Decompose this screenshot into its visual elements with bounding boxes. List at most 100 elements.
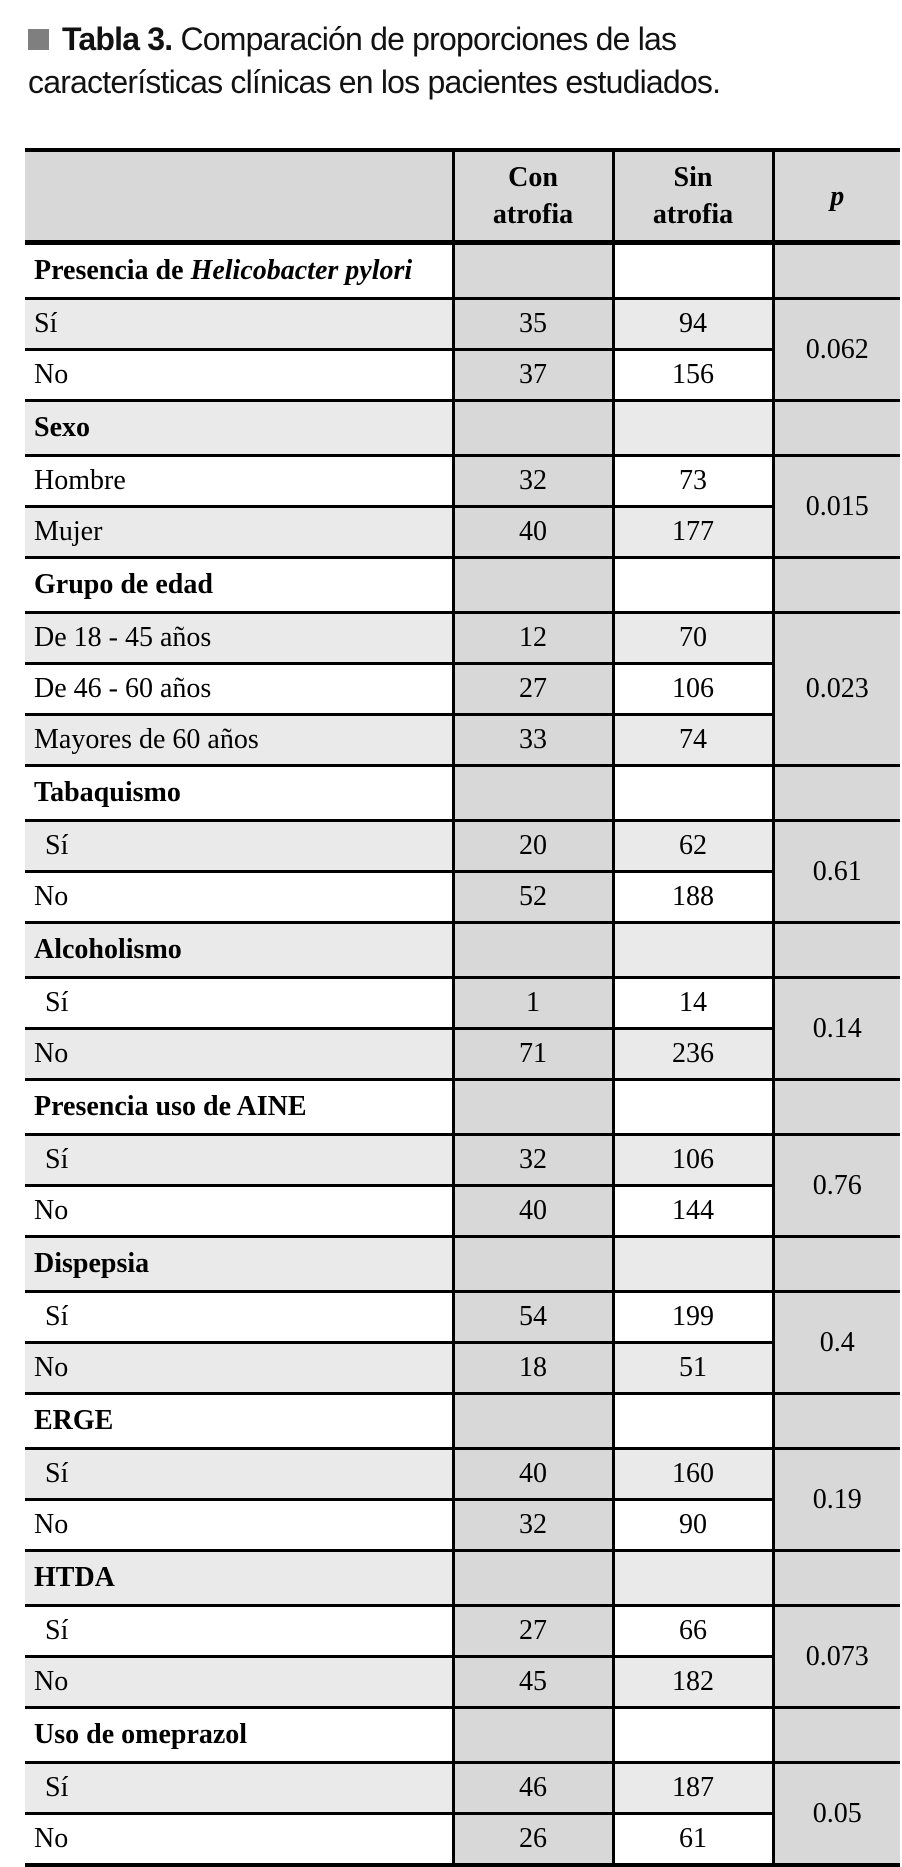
category-label: Dispepsia bbox=[34, 1248, 150, 1279]
sin-atrofia-value-cell: 106 bbox=[611, 1133, 773, 1186]
con-atrofia-value-cell: 54 bbox=[451, 1290, 613, 1343]
con-atrofia-value-cell: 71 bbox=[451, 1027, 613, 1080]
table-row: De 46 - 60 años 27 106 bbox=[25, 662, 900, 715]
category-empty-cell bbox=[611, 1078, 773, 1135]
category-row: Presencia de Helicobacter pylori bbox=[25, 241, 900, 299]
row-label-cell: Hombre bbox=[25, 454, 453, 507]
category-empty-cell bbox=[451, 1706, 613, 1763]
category-row: Alcoholismo bbox=[25, 921, 900, 978]
sin-atrofia-value-cell: 73 bbox=[611, 454, 773, 507]
con-atrofia-value-cell: 32 bbox=[451, 454, 613, 507]
row-label-cell: Sí bbox=[25, 1133, 453, 1186]
category-empty-cell bbox=[451, 399, 613, 456]
sin-atrofia-value-cell: 156 bbox=[611, 348, 773, 401]
p-value-cell: 0.062 bbox=[771, 297, 900, 401]
con-atrofia-value-cell: 32 bbox=[451, 1133, 613, 1186]
category-label-cell: Grupo de edad bbox=[25, 556, 453, 613]
row-label-cell: Sí bbox=[25, 819, 453, 872]
category-empty-cell bbox=[611, 241, 773, 299]
category-label: Alcoholismo bbox=[34, 934, 182, 965]
category-label-cell: HTDA bbox=[25, 1549, 453, 1606]
con-atrofia-value-cell: 40 bbox=[451, 1184, 613, 1237]
sin-atrofia-value-cell: 94 bbox=[611, 297, 773, 350]
row-label-cell: Sí bbox=[25, 1761, 453, 1814]
row-label-cell: Sí bbox=[25, 1604, 453, 1657]
category-row: Presencia uso de AINE bbox=[25, 1078, 900, 1135]
category-label: Sexo bbox=[34, 412, 90, 443]
category-label-italic: Helicobacter pylori bbox=[190, 255, 413, 286]
category-empty-cell bbox=[611, 399, 773, 456]
category-empty-cell bbox=[771, 1706, 900, 1763]
category-empty-cell bbox=[451, 556, 613, 613]
con-atrofia-value-cell: 52 bbox=[451, 870, 613, 923]
sin-atrofia-value-cell: 199 bbox=[611, 1290, 773, 1343]
category-label-cell: Presencia uso de AINE bbox=[25, 1078, 453, 1135]
category-row: Dispepsia bbox=[25, 1235, 900, 1292]
category-empty-cell bbox=[611, 764, 773, 821]
p-value-cell: 0.14 bbox=[771, 976, 900, 1080]
sin-atrofia-value-cell: 74 bbox=[611, 713, 773, 766]
category-empty-cell bbox=[451, 1549, 613, 1606]
con-atrofia-value-cell: 32 bbox=[451, 1498, 613, 1551]
category-empty-cell bbox=[611, 921, 773, 978]
table-row: Sí 54 199 0.4 bbox=[25, 1290, 900, 1394]
sin-atrofia-value-cell: 187 bbox=[611, 1761, 773, 1814]
row-label-cell: No bbox=[25, 1027, 453, 1080]
row-label-cell: Sí bbox=[25, 976, 453, 1029]
sin-atrofia-value-cell: 144 bbox=[611, 1184, 773, 1237]
category-label-cell: ERGE bbox=[25, 1392, 453, 1449]
row-label-cell: No bbox=[25, 1812, 453, 1865]
table-row: Sí 35 94 0.062 bbox=[25, 297, 900, 401]
category-empty-cell bbox=[451, 1392, 613, 1449]
con-atrofia-value-cell: 35 bbox=[451, 297, 613, 350]
category-empty-cell bbox=[771, 1549, 900, 1606]
con-atrofia-value-cell: 40 bbox=[451, 505, 613, 558]
column-header-con-atrofia: Con atrofia bbox=[451, 148, 613, 245]
row-label-cell: Mujer bbox=[25, 505, 453, 558]
category-label: Uso de omeprazol bbox=[34, 1719, 248, 1750]
row-label-cell: Sí bbox=[25, 297, 453, 350]
sin-atrofia-value-cell: 62 bbox=[611, 819, 773, 872]
sin-atrofia-value-cell: 182 bbox=[611, 1655, 773, 1708]
con-atrofia-value-cell: 33 bbox=[451, 713, 613, 766]
p-value-cell: 0.19 bbox=[771, 1447, 900, 1551]
table-row: No 26 61 bbox=[25, 1812, 900, 1865]
sin-atrofia-value-cell: 160 bbox=[611, 1447, 773, 1500]
header-row: Con atrofia Sin atrofia p bbox=[25, 148, 900, 245]
category-label-cell: Dispepsia bbox=[25, 1235, 453, 1292]
caption-bullet-icon bbox=[28, 29, 49, 50]
table-row: No 18 51 bbox=[25, 1341, 900, 1394]
table-row: Mujer 40 177 bbox=[25, 505, 900, 558]
category-row: HTDA bbox=[25, 1549, 900, 1606]
column-header-feature bbox=[25, 148, 453, 245]
category-empty-cell bbox=[771, 921, 900, 978]
category-label: Tabaquismo bbox=[34, 777, 181, 808]
clinical-characteristics-table: Con atrofia Sin atrofia p Presencia de H… bbox=[25, 148, 900, 1867]
category-empty-cell bbox=[611, 1706, 773, 1763]
table-row: Sí 46 187 0.05 bbox=[25, 1761, 900, 1865]
table-body: Presencia de Helicobacter pylori Sí 35 94 0.… bbox=[25, 241, 900, 1865]
table-row: No 32 90 bbox=[25, 1498, 900, 1551]
table-row: Sí 32 106 0.76 bbox=[25, 1133, 900, 1237]
category-row: Uso de omeprazol bbox=[25, 1706, 900, 1763]
category-label-cell: Presencia de Helicobacter pylori bbox=[25, 241, 453, 299]
con-atrofia-value-cell: 12 bbox=[451, 611, 613, 664]
table-row: No 40 144 bbox=[25, 1184, 900, 1237]
row-label-cell: No bbox=[25, 1498, 453, 1551]
row-label-cell: No bbox=[25, 870, 453, 923]
category-row: Grupo de edad bbox=[25, 556, 900, 613]
table-row: No 52 188 bbox=[25, 870, 900, 923]
table-row: De 18 - 45 años 12 70 0.023 bbox=[25, 611, 900, 766]
p-value-cell: 0.05 bbox=[771, 1761, 900, 1865]
table-title-text: Comparación de proporciones de las carac… bbox=[28, 21, 721, 100]
table-row: No 45 182 bbox=[25, 1655, 900, 1708]
sin-atrofia-value-cell: 90 bbox=[611, 1498, 773, 1551]
table-header: Con atrofia Sin atrofia p bbox=[25, 148, 900, 245]
row-label-cell: No bbox=[25, 1184, 453, 1237]
column-header-sin-atrofia: Sin atrofia bbox=[611, 148, 773, 245]
sin-atrofia-value-cell: 66 bbox=[611, 1604, 773, 1657]
category-empty-cell bbox=[451, 921, 613, 978]
table-row: Mayores de 60 años 33 74 bbox=[25, 713, 900, 766]
con-atrofia-value-cell: 45 bbox=[451, 1655, 613, 1708]
